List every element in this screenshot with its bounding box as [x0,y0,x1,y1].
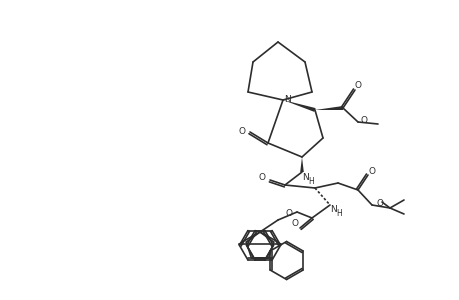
Text: O: O [360,116,367,124]
Polygon shape [300,157,303,172]
Text: O: O [291,218,298,227]
Text: H: H [308,176,313,185]
Text: O: O [354,80,361,89]
Text: H: H [336,209,341,218]
Text: O: O [285,209,292,218]
Text: O: O [375,200,383,208]
Polygon shape [314,106,342,110]
Text: O: O [238,127,245,136]
Text: O: O [368,167,375,176]
Text: O: O [258,173,265,182]
Text: N: N [302,172,309,182]
Text: N: N [330,206,336,214]
Text: N: N [284,94,291,103]
Polygon shape [282,100,315,112]
